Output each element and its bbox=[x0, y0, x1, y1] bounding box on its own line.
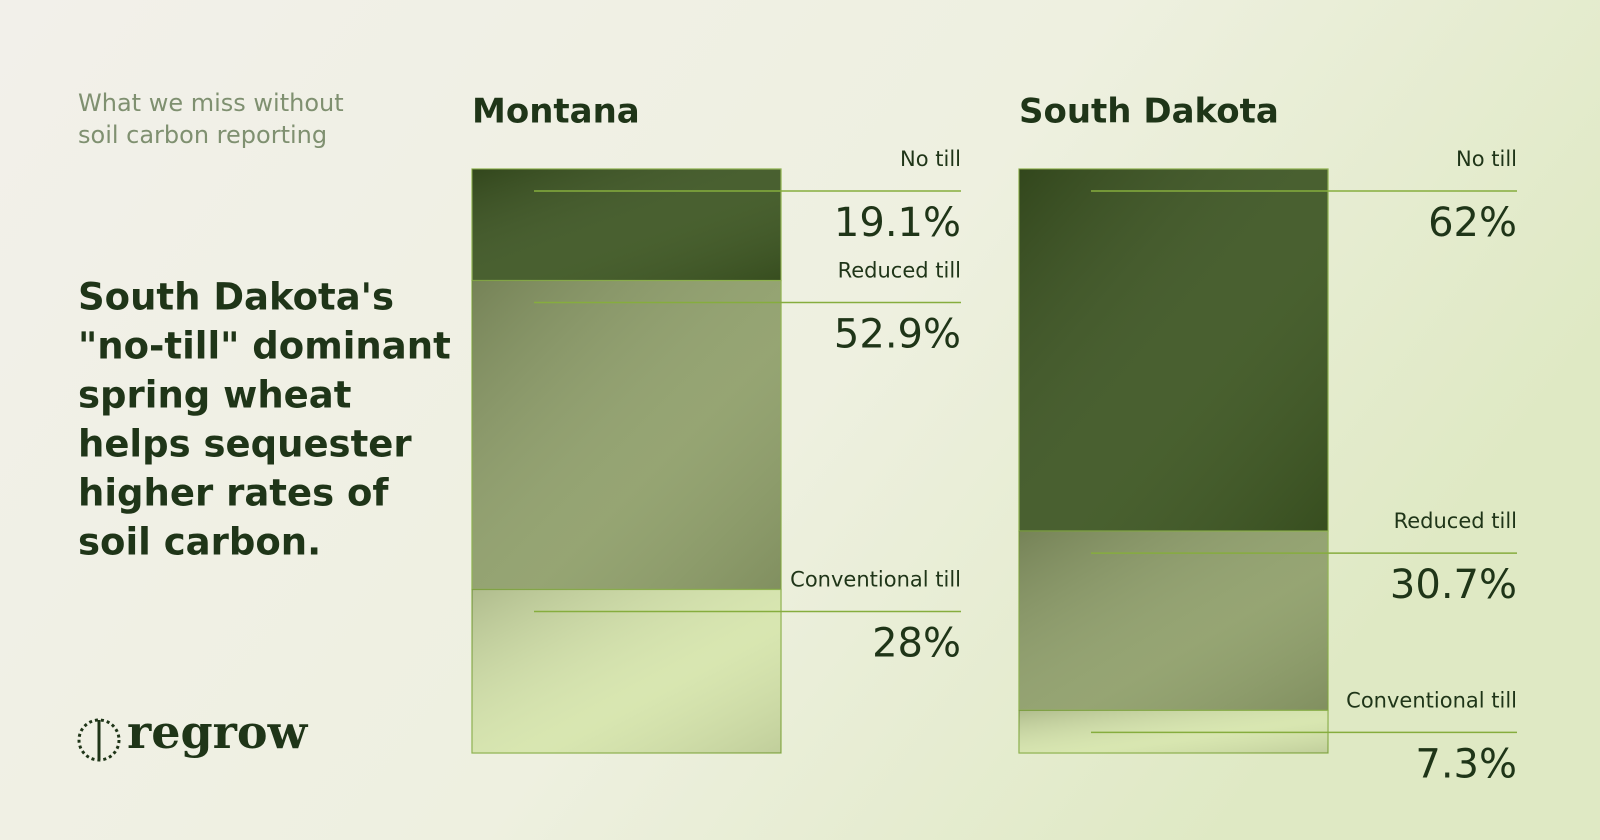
legend-label: No till bbox=[900, 147, 961, 171]
value-label: 7.3% bbox=[1415, 741, 1517, 787]
chart-title: South Dakota bbox=[1019, 92, 1279, 132]
eyebrow: What we miss without soil carbon reportin… bbox=[78, 89, 344, 149]
legend-label: Reduced till bbox=[838, 259, 961, 283]
headline-line: South Dakota's bbox=[78, 276, 394, 319]
chart-title: Montana bbox=[472, 92, 640, 132]
bar-segment bbox=[471, 279, 782, 591]
logo-text: regrow bbox=[127, 705, 309, 759]
legend-label: Reduced till bbox=[1394, 509, 1517, 533]
bar-segment bbox=[1018, 530, 1329, 711]
bar-segment bbox=[471, 168, 782, 282]
eyebrow-line: soil carbon reporting bbox=[78, 121, 327, 149]
headline-line: higher rates of bbox=[78, 472, 389, 515]
bar-segment bbox=[471, 588, 782, 754]
headline-line: "no-till" dominant bbox=[78, 325, 451, 368]
logo: regrow bbox=[77, 705, 309, 762]
headline-line: spring wheat bbox=[78, 374, 351, 417]
value-label: 62% bbox=[1428, 200, 1517, 246]
headline: South Dakota's "no-till" dominant spring w… bbox=[78, 276, 451, 564]
legend-label: No till bbox=[1456, 147, 1517, 171]
eyebrow-line: What we miss without bbox=[78, 89, 344, 117]
value-label: 52.9% bbox=[834, 312, 961, 358]
value-label: 30.7% bbox=[1390, 562, 1517, 608]
legend-label: Conventional till bbox=[790, 567, 961, 591]
value-label: 28% bbox=[872, 620, 961, 666]
legend-label: Conventional till bbox=[1346, 688, 1517, 712]
value-label: 19.1% bbox=[834, 200, 961, 246]
headline-line: helps sequester bbox=[78, 423, 412, 466]
bar-segment bbox=[1018, 168, 1329, 532]
headline-line: soil carbon. bbox=[78, 521, 321, 564]
